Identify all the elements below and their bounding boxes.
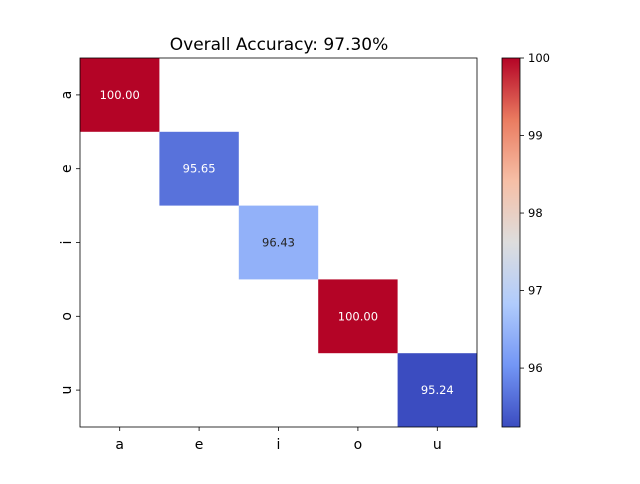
cell-labels-layer: 100.00 95.65 96.43 100.00 95.24	[100, 88, 454, 397]
colorbar-frame	[501, 57, 521, 428]
y-tick-label: a	[59, 91, 75, 100]
heatmap-cell-u-u	[397, 353, 477, 427]
colorbar-tick-label: 100	[528, 51, 550, 65]
cells-layer	[80, 58, 477, 427]
cell-value-label: 100.00	[100, 88, 140, 102]
cell-value-label: 96.43	[262, 236, 295, 250]
cell-value-label: 95.24	[421, 383, 454, 397]
y-axis: a e i o u	[59, 91, 80, 395]
colorbar-tick-label: 97	[528, 284, 543, 298]
cell-value-label: 95.65	[183, 162, 216, 176]
x-tick-label: a	[115, 437, 124, 453]
y-tick-label: o	[59, 312, 75, 321]
heatmap-cell-o-o	[318, 279, 398, 354]
colorbar-gradient	[502, 58, 520, 427]
x-tick-label: e	[195, 437, 204, 453]
colorbar-tick-label: 98	[528, 206, 543, 220]
x-tick-label: o	[354, 437, 363, 453]
heatmap-cell-a-a	[80, 58, 160, 132]
colorbar: 96 97 98 99 100	[501, 51, 550, 428]
y-tick-label: e	[59, 164, 75, 173]
colorbar-tick-label: 99	[528, 129, 543, 143]
heatmap-cell-e-e	[159, 131, 239, 206]
heatmap-cell-i-i	[238, 205, 319, 280]
x-tick-label: i	[277, 437, 281, 453]
y-tick-label: u	[59, 386, 75, 395]
x-tick-label: u	[433, 437, 442, 453]
colorbar-tick-label: 96	[528, 361, 543, 375]
y-tick-label: i	[59, 241, 75, 245]
chart-title: Overall Accuracy: 97.30%	[170, 35, 389, 55]
cell-value-label: 100.00	[338, 309, 378, 323]
